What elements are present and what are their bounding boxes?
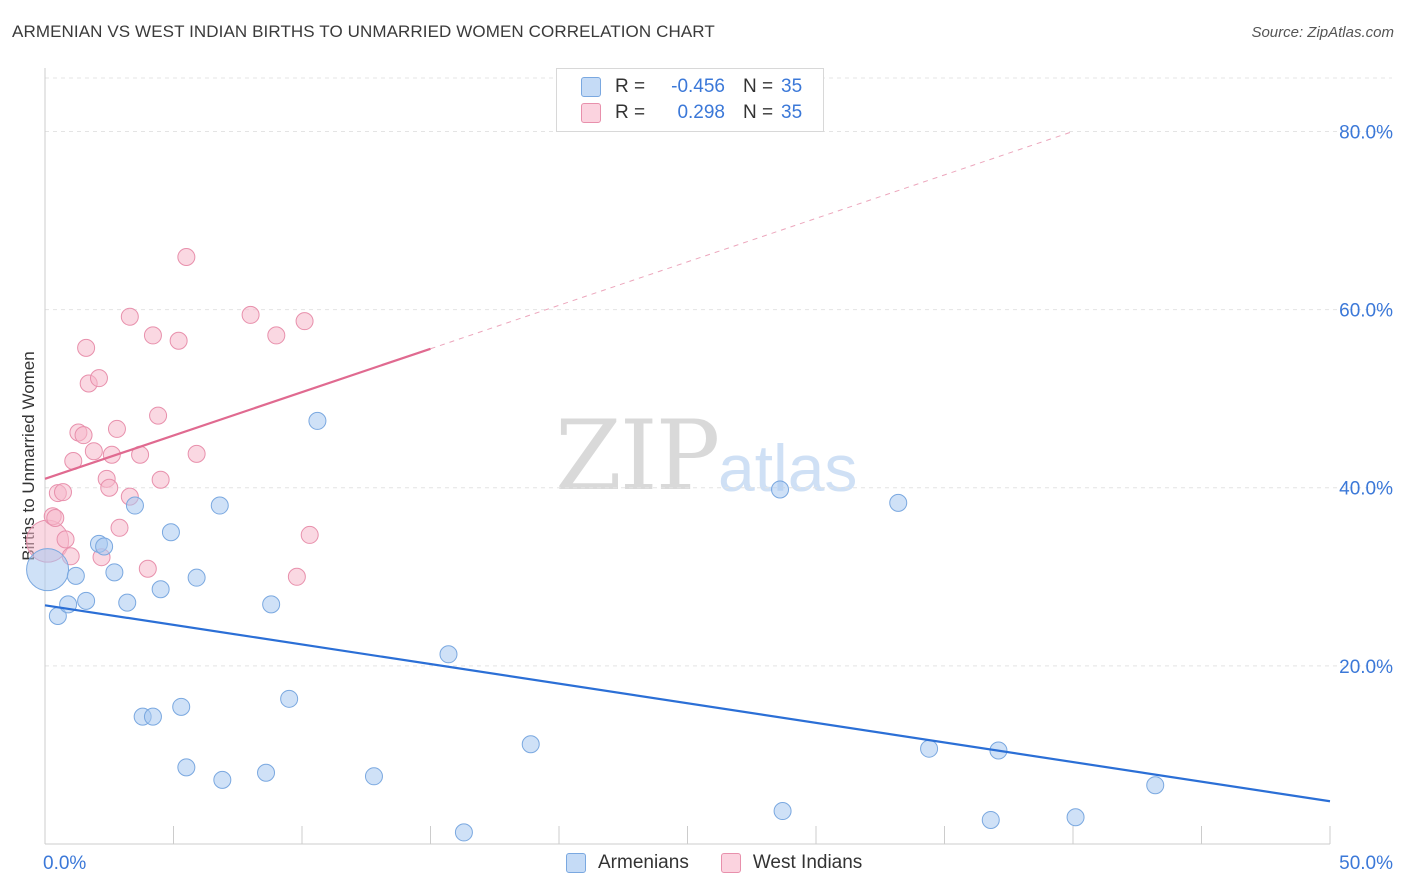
west-indians-trendline-extension: [430, 130, 1074, 350]
y-axis-label: Births to Unmarried Women: [19, 351, 38, 560]
armenians-point: [187, 568, 206, 587]
west-indians-point: [77, 338, 96, 357]
armenians-point: [439, 645, 458, 664]
chart-source: Source: ZipAtlas.com: [1251, 24, 1394, 41]
armenians-trendline: [44, 604, 1331, 803]
west-indians-point: [102, 445, 121, 464]
west-indians-point: [56, 530, 75, 549]
legend-n-label: N =: [743, 76, 774, 97]
legend-row-armenians: R = -0.456 N = 35: [581, 74, 802, 100]
west-indians-point: [110, 518, 129, 537]
armenians-point: [177, 758, 196, 777]
y-tick-label: 20.0%: [1339, 657, 1393, 678]
west-indians-point: [107, 419, 126, 438]
legend-r-value: -0.456: [671, 76, 725, 97]
armenians-point: [105, 563, 124, 582]
legend-row-west-indians: R = 0.298 N = 35: [581, 100, 802, 126]
armenians-point: [125, 496, 144, 515]
armenians-point: [364, 767, 383, 786]
legend-r-value: 0.298: [677, 102, 725, 123]
armenians-point: [280, 689, 299, 708]
legend-r-label: R =: [615, 76, 646, 97]
x-tick-label: 50.0%: [1339, 853, 1393, 874]
legend-n-label: N =: [743, 102, 774, 123]
series-legend: Armenians West Indians: [566, 852, 894, 874]
y-tick-label: 60.0%: [1339, 301, 1393, 322]
armenians-point: [210, 496, 229, 515]
legend-item-armenians[interactable]: Armenians: [566, 852, 689, 874]
y-tick-label: 80.0%: [1339, 122, 1393, 143]
west-indians-point: [46, 509, 65, 528]
armenians-point: [920, 739, 939, 758]
legend-label-west-indians: West Indians: [752, 852, 863, 873]
correlation-legend: R = -0.456 N = 35 R = 0.298 N = 35: [556, 68, 824, 132]
west-indians-trendline: [44, 347, 431, 480]
west-indians-point: [84, 442, 103, 461]
chart-title: ARMENIAN VS WEST INDIAN BIRTHS TO UNMARR…: [12, 22, 715, 41]
armenians-point: [454, 823, 473, 842]
legend-r-label: R =: [615, 102, 646, 123]
armenians-point: [1146, 776, 1165, 795]
legend-swatch-west-indians: [720, 853, 741, 873]
west-indians-point: [295, 312, 314, 331]
legend-swatch-west-indians: [581, 103, 601, 123]
armenians-point: [26, 548, 70, 592]
west-indians-point: [300, 525, 319, 544]
west-indians-point: [143, 326, 162, 345]
armenians-point: [151, 580, 170, 599]
west-indians-point: [53, 483, 72, 502]
armenians-point: [143, 707, 162, 726]
armenians-point: [172, 697, 191, 716]
west-indians-point: [187, 444, 206, 463]
armenians-point: [161, 523, 180, 542]
west-indians-point: [151, 470, 170, 489]
legend-swatch-armenians: [566, 853, 586, 873]
armenians-point: [95, 537, 114, 556]
west-indians-point: [89, 369, 108, 388]
west-indians-point: [267, 326, 286, 345]
armenians-point: [257, 763, 276, 782]
west-indians-point: [149, 406, 168, 425]
west-indians-point: [120, 307, 139, 326]
watermark-zip: ZIP: [555, 400, 720, 512]
armenians-point: [771, 480, 790, 499]
west-indians-point: [241, 305, 260, 324]
armenians-point: [77, 591, 96, 610]
armenians-point: [66, 566, 85, 585]
armenians-point: [1066, 808, 1085, 827]
west-indians-point: [287, 567, 306, 586]
y-tick-label: 40.0%: [1339, 479, 1393, 500]
west-indians-point: [169, 331, 188, 350]
west-indians-point: [177, 248, 196, 267]
armenians-point: [262, 595, 281, 614]
west-indians-point: [100, 478, 119, 497]
armenians-point: [889, 493, 908, 512]
legend-label-armenians: Armenians: [598, 852, 689, 873]
armenians-point: [981, 810, 1000, 829]
armenians-point: [118, 593, 137, 612]
legend-n-value: 35: [781, 76, 803, 97]
armenians-point: [308, 411, 327, 430]
legend-swatch-armenians: [581, 77, 601, 97]
legend-item-west-indians[interactable]: West Indians: [720, 852, 863, 874]
armenians-point: [213, 770, 232, 789]
west-indians-point: [138, 559, 157, 578]
armenians-point: [773, 802, 792, 821]
west-indians-point: [74, 426, 93, 445]
legend-n-value: 35: [781, 102, 803, 123]
armenians-point: [521, 735, 540, 754]
x-tick-label: 0.0%: [43, 853, 86, 874]
